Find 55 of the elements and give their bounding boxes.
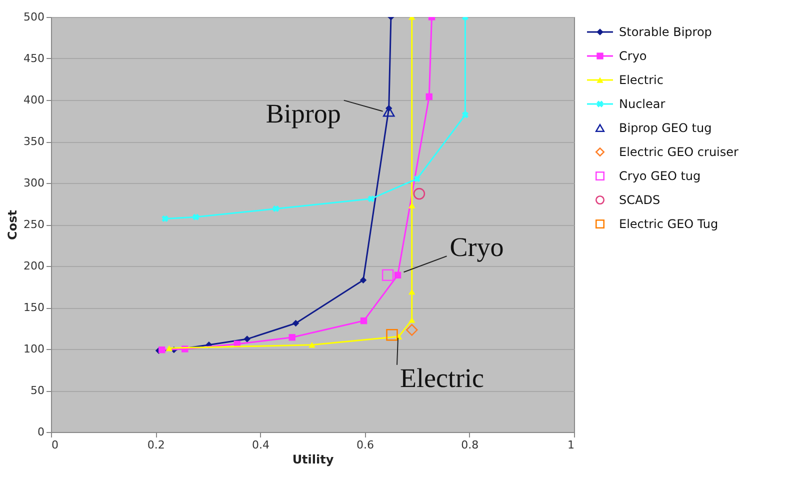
point (408, 317, 416, 323)
point (360, 317, 368, 324)
point (382, 106, 395, 117)
point (288, 334, 296, 341)
y-tick-label: 400 (24, 94, 44, 106)
x-tick-label: 0.6 (356, 438, 374, 452)
legend-label: Electric GEO cruiser (619, 145, 739, 159)
y-tick-label: 300 (24, 176, 44, 190)
point (408, 288, 416, 295)
point (408, 202, 416, 208)
point (158, 346, 166, 354)
x-tick-label: 1 (568, 438, 574, 452)
y-tick-label: 450 (24, 52, 44, 65)
legend-label: Biprop GEO tug (619, 121, 712, 135)
legend-label: Cryo (619, 49, 647, 63)
point (166, 345, 173, 352)
point (394, 272, 402, 278)
annotation: Biprop (266, 98, 341, 128)
point (426, 93, 432, 100)
point (414, 176, 420, 182)
point (244, 336, 250, 342)
y-tick-label: 0 (38, 426, 44, 438)
legend-label: Storable Biprop (619, 25, 712, 39)
legend-label: Cryo GEO tug (619, 169, 701, 183)
point (406, 324, 418, 336)
point (462, 112, 469, 118)
y-tick-label: 250 (24, 218, 44, 231)
annotation: Cryo (450, 232, 504, 262)
point (382, 269, 394, 282)
legend-label: Electric GEO Tug (619, 217, 718, 231)
y-axis-title: Cost (6, 210, 20, 240)
annotation: Electric (400, 362, 484, 393)
x-tick-label: 0 (52, 438, 58, 452)
legend-label: Nuclear (619, 97, 666, 111)
point (413, 188, 426, 200)
y-tick-label: 100 (24, 342, 44, 356)
x-tick-label: 0.8 (461, 438, 479, 452)
legend-label: SCADS (619, 193, 660, 207)
point (162, 215, 168, 222)
y-tick-label: 200 (24, 260, 44, 272)
point (386, 328, 398, 341)
y-tick-label: 150 (24, 301, 44, 314)
point (192, 214, 200, 220)
point (368, 195, 374, 202)
point (292, 320, 300, 327)
y-tick-label: 500 (24, 10, 44, 24)
legend-label: Electric (619, 73, 664, 87)
point (272, 205, 280, 212)
x-axis-title: Utility (292, 452, 334, 466)
y-tick-label: 350 (24, 135, 44, 148)
point (308, 342, 316, 348)
y-tick-label: 50 (30, 384, 44, 397)
x-tick-label: 0.4 (252, 438, 270, 452)
point (360, 276, 367, 284)
x-tick-label: 0.2 (147, 438, 165, 452)
